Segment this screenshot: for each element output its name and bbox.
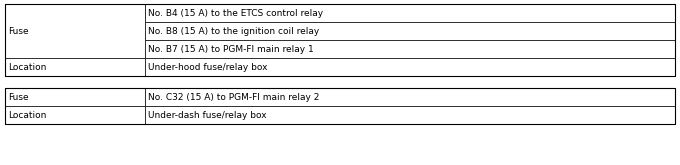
Bar — [5, 88, 675, 124]
Text: Fuse: Fuse — [8, 93, 29, 101]
Bar — [145, 22, 675, 40]
Bar — [145, 58, 675, 76]
Text: No. B8 (15 A) to the ignition coil relay: No. B8 (15 A) to the ignition coil relay — [148, 27, 319, 35]
Text: No. B4 (15 A) to the ETCS control relay: No. B4 (15 A) to the ETCS control relay — [148, 9, 323, 17]
Bar — [5, 106, 145, 124]
Bar — [145, 40, 675, 58]
Text: No. C32 (15 A) to PGM-FI main relay 2: No. C32 (15 A) to PGM-FI main relay 2 — [148, 93, 320, 101]
Bar — [145, 4, 675, 22]
Text: Under-hood fuse/relay box: Under-hood fuse/relay box — [148, 63, 267, 71]
Bar — [145, 106, 675, 124]
Bar — [5, 58, 145, 76]
Text: Location: Location — [8, 63, 46, 71]
Bar — [5, 4, 145, 58]
Bar — [5, 88, 145, 106]
Text: No. B7 (15 A) to PGM-FI main relay 1: No. B7 (15 A) to PGM-FI main relay 1 — [148, 45, 313, 53]
Bar — [145, 88, 675, 106]
Bar — [5, 4, 675, 76]
Text: Under-dash fuse/relay box: Under-dash fuse/relay box — [148, 111, 267, 119]
Text: Location: Location — [8, 111, 46, 119]
Text: Fuse: Fuse — [8, 27, 29, 35]
